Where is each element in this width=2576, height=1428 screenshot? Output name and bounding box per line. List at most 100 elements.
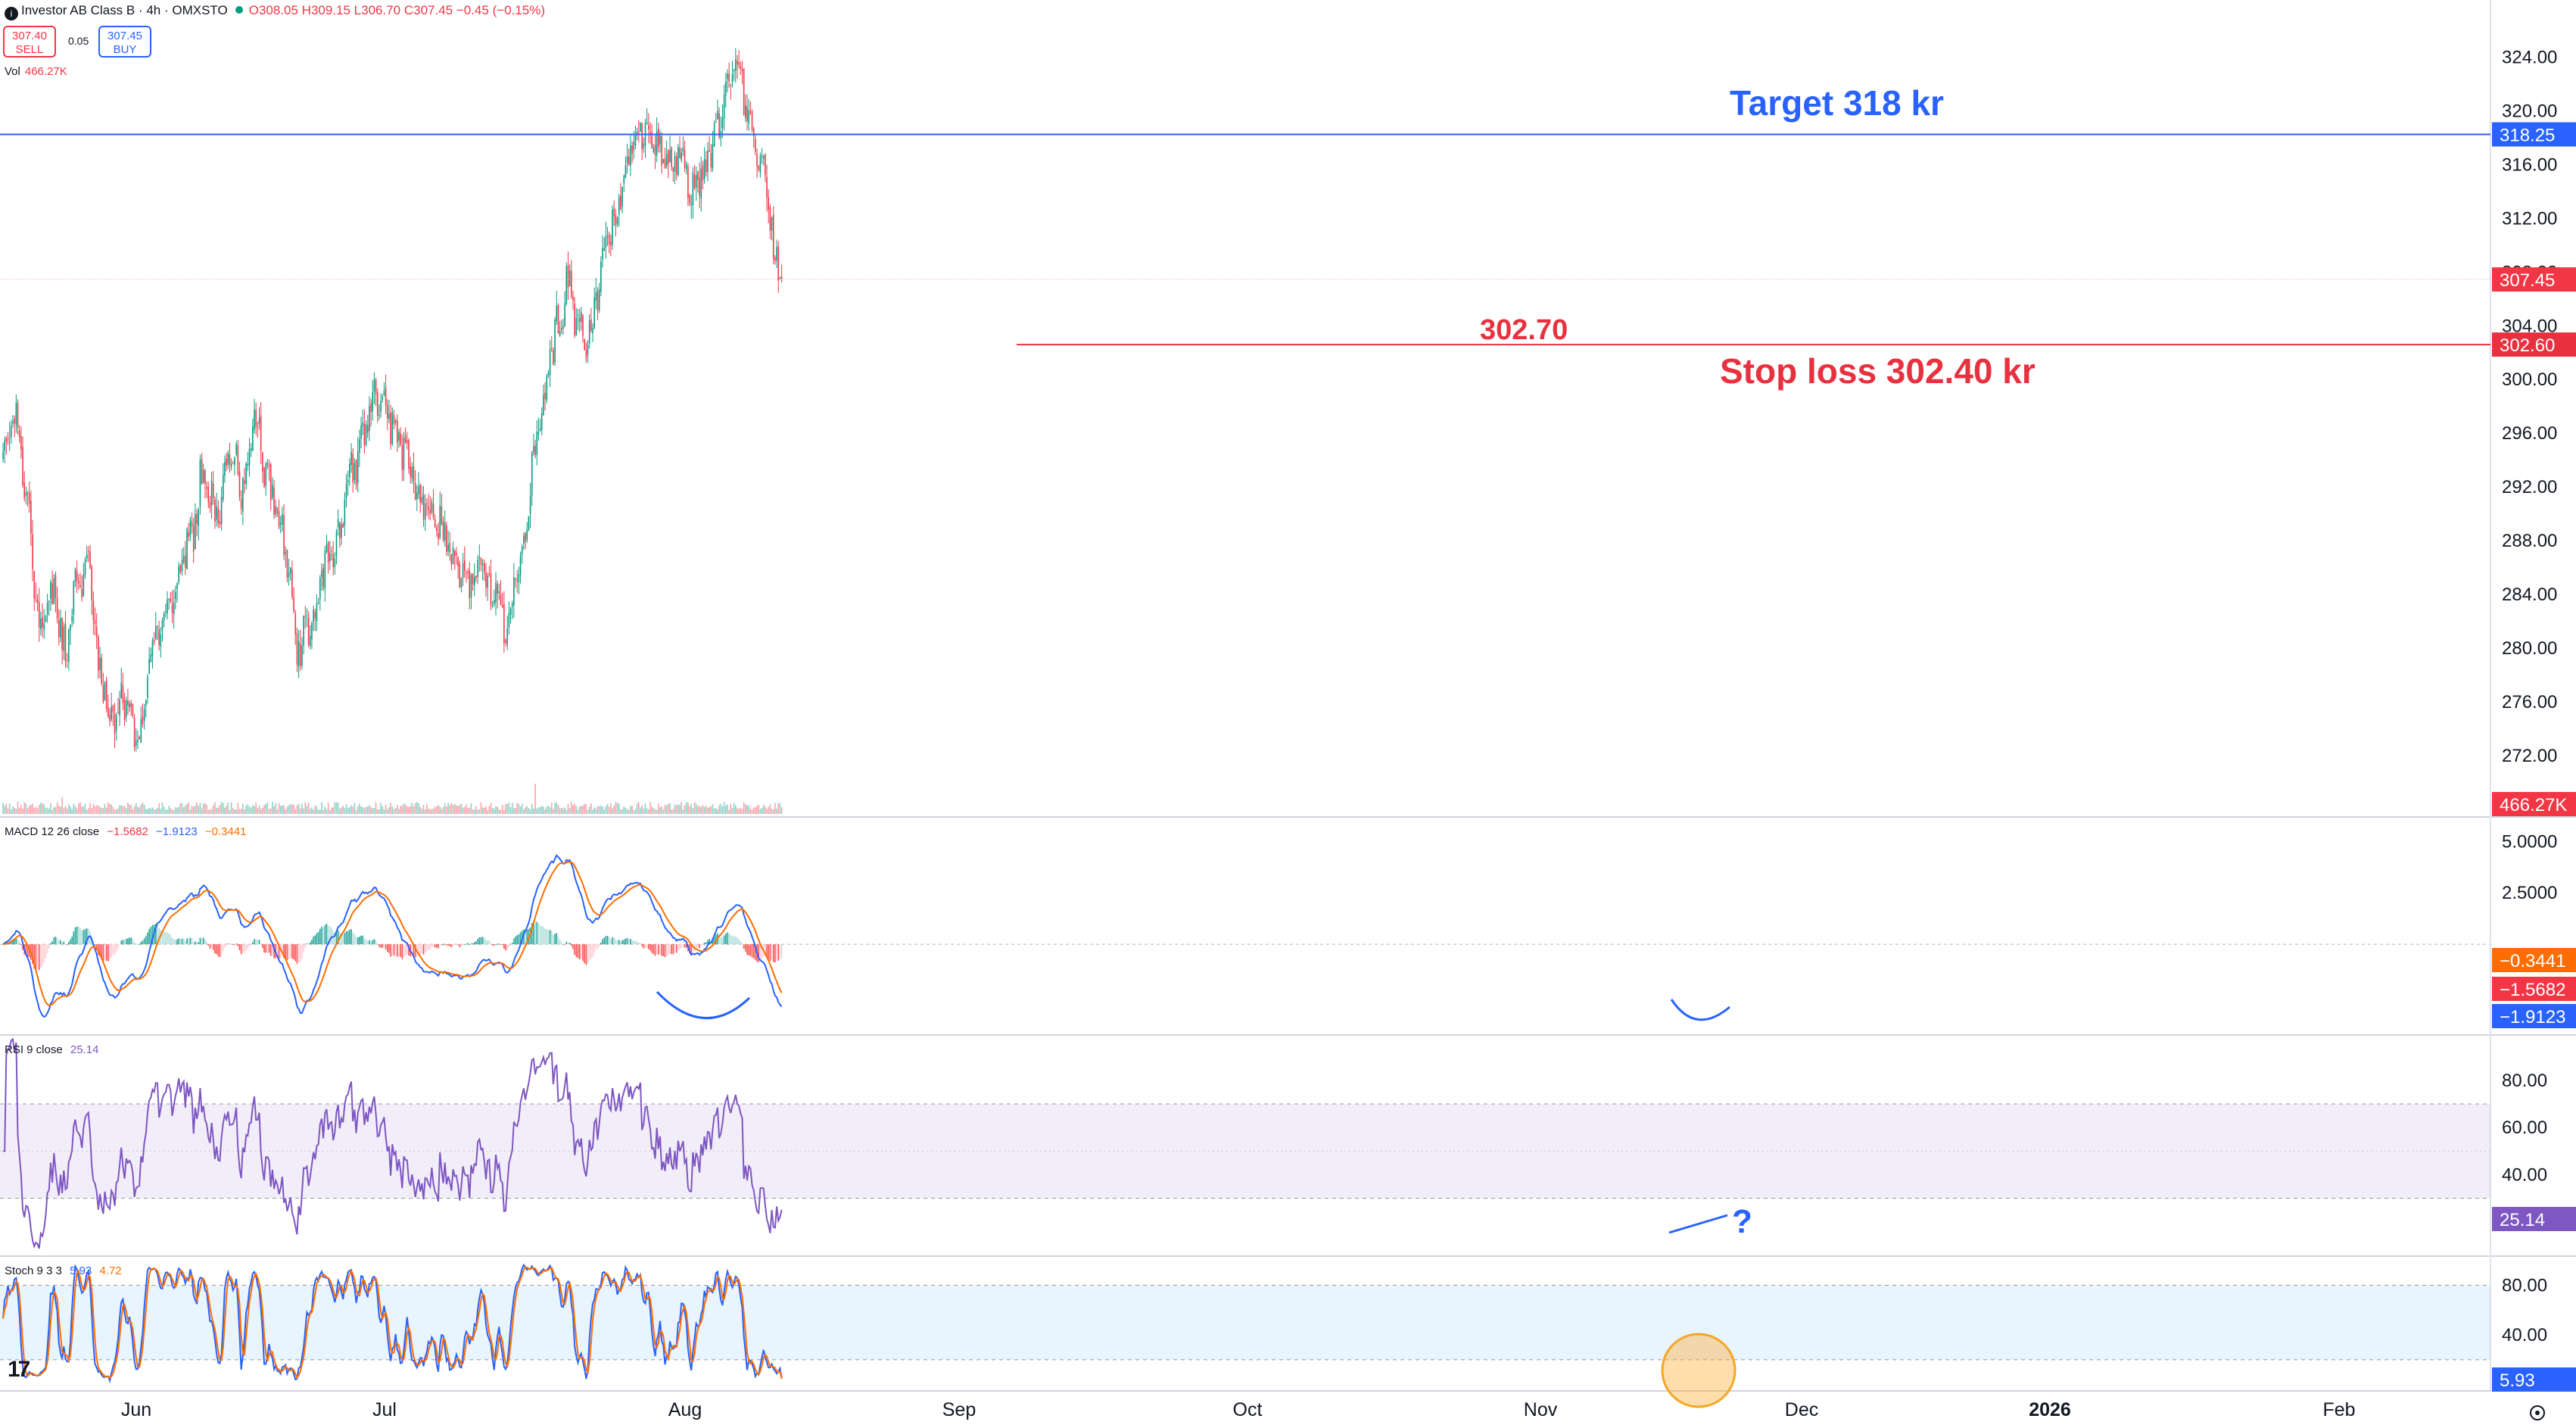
- candle[interactable]: [383, 382, 385, 397]
- candle[interactable]: [385, 374, 387, 414]
- candle[interactable]: [301, 637, 303, 669]
- candle[interactable]: [278, 499, 280, 530]
- candle[interactable]: [768, 189, 770, 224]
- candle[interactable]: [23, 471, 26, 502]
- candle[interactable]: [582, 313, 584, 343]
- candle[interactable]: [74, 567, 76, 588]
- candle[interactable]: [242, 477, 244, 525]
- candle[interactable]: [575, 307, 578, 336]
- candle[interactable]: [217, 500, 220, 528]
- candle[interactable]: [337, 509, 339, 536]
- candle[interactable]: [416, 485, 418, 512]
- candle[interactable]: [404, 427, 406, 444]
- candle[interactable]: [478, 544, 481, 572]
- candle[interactable]: [324, 546, 326, 602]
- candle[interactable]: [195, 503, 196, 550]
- candle[interactable]: [511, 600, 513, 619]
- candle[interactable]: [344, 492, 346, 537]
- candle[interactable]: [519, 551, 522, 584]
- candle[interactable]: [91, 564, 92, 615]
- candle[interactable]: [214, 496, 216, 529]
- candle[interactable]: [431, 497, 433, 515]
- candle[interactable]: [56, 586, 58, 624]
- candle[interactable]: [266, 459, 269, 469]
- rsi-question-mark[interactable]: ?: [1732, 1203, 1752, 1240]
- candle[interactable]: [679, 136, 681, 159]
- candle[interactable]: [171, 590, 173, 623]
- candle[interactable]: [132, 703, 134, 719]
- candle[interactable]: [311, 621, 313, 650]
- macd-title[interactable]: MACD 12 26 close: [5, 825, 100, 838]
- candle[interactable]: [475, 575, 477, 582]
- candle[interactable]: [693, 164, 696, 191]
- candle[interactable]: [68, 628, 70, 671]
- candle[interactable]: [140, 706, 142, 744]
- candle[interactable]: [766, 164, 768, 212]
- candle[interactable]: [36, 594, 39, 612]
- candle[interactable]: [495, 572, 497, 616]
- candle[interactable]: [605, 221, 607, 259]
- candle[interactable]: [342, 522, 344, 528]
- candle[interactable]: [40, 611, 42, 636]
- candle[interactable]: [303, 615, 304, 655]
- candle[interactable]: [587, 340, 589, 363]
- candle[interactable]: [285, 546, 287, 568]
- candle[interactable]: [188, 522, 190, 542]
- candle[interactable]: [400, 427, 401, 447]
- candle[interactable]: [255, 402, 257, 435]
- candle[interactable]: [509, 606, 512, 624]
- candle[interactable]: [485, 563, 487, 597]
- candle[interactable]: [386, 399, 388, 431]
- candle[interactable]: [209, 495, 211, 513]
- volume-tag[interactable]: 466.27K: [2500, 795, 2567, 815]
- candle[interactable]: [700, 157, 702, 212]
- candle[interactable]: [316, 594, 318, 631]
- candle[interactable]: [262, 451, 263, 483]
- candle[interactable]: [145, 699, 147, 718]
- candle[interactable]: [709, 136, 710, 153]
- candle[interactable]: [153, 631, 155, 646]
- candle[interactable]: [350, 443, 352, 473]
- candle[interactable]: [60, 610, 61, 643]
- candle[interactable]: [581, 307, 582, 331]
- candle[interactable]: [309, 625, 311, 650]
- candle[interactable]: [462, 553, 464, 587]
- candle[interactable]: [102, 672, 104, 704]
- candle[interactable]: [304, 606, 307, 629]
- candle[interactable]: [244, 467, 245, 494]
- candle[interactable]: [600, 256, 602, 297]
- candle[interactable]: [42, 603, 43, 638]
- candle[interactable]: [272, 477, 273, 500]
- candle[interactable]: [73, 580, 75, 625]
- macd-line-tag[interactable]: −1.5682: [2500, 980, 2565, 1000]
- candle[interactable]: [181, 548, 183, 576]
- candle[interactable]: [625, 156, 627, 179]
- candle[interactable]: [528, 516, 530, 532]
- candle[interactable]: [516, 570, 519, 593]
- candle[interactable]: [616, 216, 618, 228]
- candle[interactable]: [503, 591, 505, 653]
- candle[interactable]: [608, 231, 610, 254]
- candle[interactable]: [94, 607, 96, 636]
- rsi-trendline[interactable]: [1668, 1214, 1728, 1234]
- stoch-k-line[interactable]: [2, 1263, 783, 1384]
- candle[interactable]: [446, 521, 447, 557]
- candle[interactable]: [120, 667, 123, 699]
- candle[interactable]: [717, 99, 718, 120]
- candle[interactable]: [477, 554, 478, 585]
- candle[interactable]: [672, 166, 674, 182]
- candle[interactable]: [684, 140, 686, 173]
- candle[interactable]: [32, 519, 33, 581]
- candle[interactable]: [536, 419, 538, 466]
- candle[interactable]: [408, 438, 410, 474]
- macd-signal-tag[interactable]: −1.9123: [2500, 1007, 2565, 1027]
- candle[interactable]: [637, 120, 640, 142]
- candle[interactable]: [413, 452, 415, 494]
- candle[interactable]: [357, 437, 359, 493]
- candle[interactable]: [549, 340, 551, 388]
- stop-price-tag[interactable]: 302.60: [2500, 335, 2555, 356]
- candle[interactable]: [313, 605, 314, 631]
- candle[interactable]: [664, 148, 666, 169]
- candle[interactable]: [17, 399, 19, 435]
- candle[interactable]: [578, 308, 581, 332]
